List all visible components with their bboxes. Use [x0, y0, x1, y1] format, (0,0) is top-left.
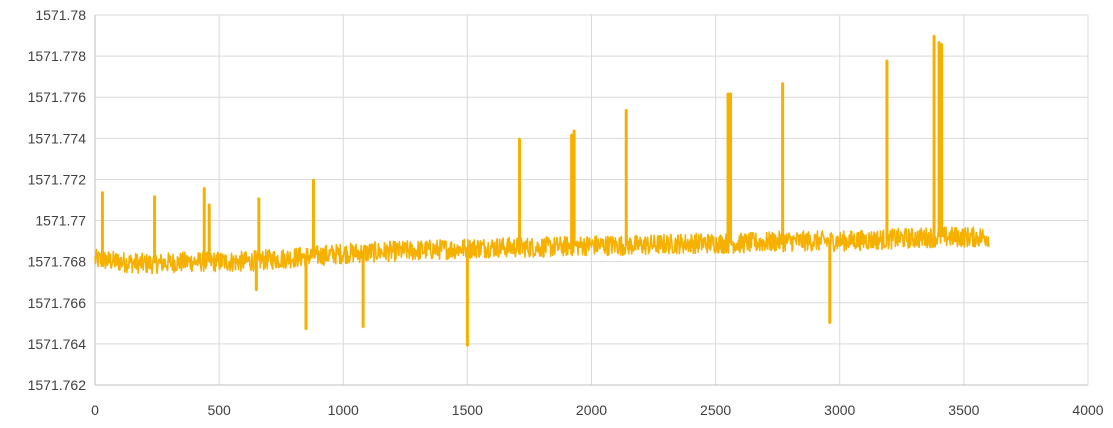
y-tick-label: 1571.776 [28, 89, 87, 105]
x-tick-label: 2000 [576, 402, 607, 418]
x-tick-label: 2500 [700, 402, 731, 418]
x-tick-label: 3000 [824, 402, 855, 418]
series-layer [94, 34, 990, 347]
y-tick-label: 1571.772 [28, 171, 87, 187]
tick-labels: 0 500 1000 1500 2000 2500 3000 3500 4000 1571.762… [28, 7, 1104, 418]
x-tick-label: 1500 [452, 402, 483, 418]
x-tick-label: 1000 [328, 402, 359, 418]
y-tick-label: 1571.766 [28, 295, 87, 311]
x-tick-label: 500 [207, 402, 231, 418]
y-tick-label: 1571.77 [35, 213, 86, 229]
y-tick-label: 1571.78 [35, 7, 86, 23]
y-tick-label: 1571.764 [28, 336, 87, 352]
axes [94, 15, 1088, 386]
x-tick-label: 4000 [1072, 402, 1103, 418]
grid [94, 14, 1089, 386]
series-line [94, 34, 990, 347]
y-tick-label: 1571.774 [28, 130, 87, 146]
x-tick-label: 0 [91, 402, 99, 418]
y-tick-label: 1571.778 [28, 48, 87, 64]
x-tick-label: 3500 [948, 402, 979, 418]
y-tick-label: 1571.768 [28, 254, 87, 270]
y-tick-label: 1571.762 [28, 377, 87, 393]
